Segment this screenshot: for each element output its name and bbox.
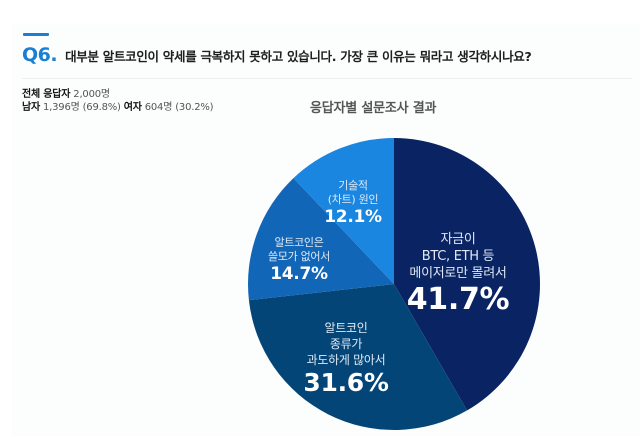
total-label: 전체 응답자 — [22, 89, 71, 100]
label-line: 메이저로만 몰려서 — [409, 266, 507, 281]
slice-label-major-coins: 자금이 BTC, ETH 등 메이저로만 몰려서 41.7% — [407, 231, 510, 318]
male-label: 남자 — [22, 102, 40, 113]
female-value: 604명 (30.2%) — [144, 102, 214, 113]
label-line: 자금이 — [440, 232, 476, 247]
label-line: 알트코인은 — [274, 236, 324, 249]
label-line: 쓸모가 없어서 — [267, 250, 331, 263]
label-percent: 41.7% — [406, 282, 510, 317]
slice-label-too-many-alts: 알트코인 종류가 과도하게 많아서 31.6% — [303, 320, 389, 398]
label-line: 종류가 — [329, 337, 363, 351]
pie-slice — [248, 284, 468, 431]
stats-total: 전체 응답자 2,000명 — [22, 88, 213, 101]
label-percent: 31.6% — [303, 368, 389, 397]
label-line: (차트) 원인 — [327, 193, 379, 206]
male-value: 1,396명 (69.8%) — [42, 102, 121, 113]
slice-label-useless: 알트코인은 쓸모가 없어서 14.7% — [268, 236, 330, 285]
chart-title: 응답자별 설문조사 결과 — [310, 101, 437, 116]
pie-slice — [248, 178, 394, 301]
pie-slice — [293, 138, 394, 284]
total-value: 2,000명 — [73, 89, 110, 100]
label-percent: 12.1% — [324, 207, 382, 227]
label-line: 과도하게 많아서 — [306, 353, 386, 367]
stats-gender: 남자 1,396명 (69.8%) 여자 604명 (30.2%) — [22, 101, 214, 114]
question-header: Q6. 대부분 알트코인이 약세를 극복하지 못하고 있습니다. 가장 큰 이유… — [22, 44, 532, 66]
label-line: 알트코인 — [324, 321, 368, 335]
accent-bar — [23, 33, 49, 36]
label-line: BTC, ETH 등 — [421, 249, 495, 264]
label-percent: 14.7% — [270, 264, 328, 284]
pie-slice — [394, 138, 541, 411]
question-text: 대부분 알트코인이 약세를 극복하지 못하고 있습니다. 가장 큰 이유는 뭐라… — [65, 49, 532, 64]
slice-label-technical: 기술적 (차트) 원인 12.1% — [324, 179, 382, 228]
divider — [22, 78, 632, 79]
female-label: 여자 — [123, 102, 142, 113]
label-line: 기술적 — [338, 179, 368, 192]
question-number: Q6. — [22, 44, 58, 66]
respondent-stats: 전체 응답자 2,000명 남자 1,396명 (69.8%) 여자 604명 … — [22, 88, 214, 114]
